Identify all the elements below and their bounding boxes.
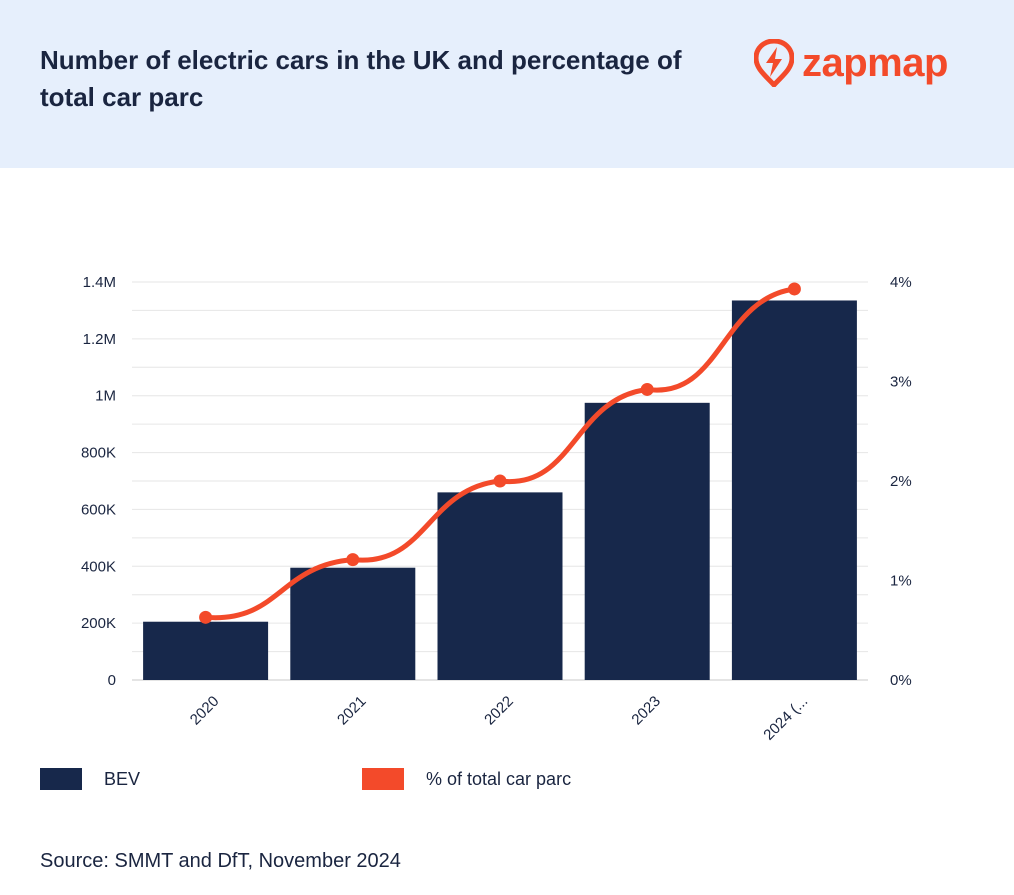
x-tick-label: 2023 [628, 693, 664, 729]
point-pct-2022 [493, 474, 507, 488]
logo-wordmark: zapmap [802, 41, 948, 85]
left-tick-label: 1M [95, 388, 116, 405]
right-tick-label: 3% [890, 374, 912, 391]
legend-swatch-bev [40, 768, 82, 790]
bar-bev-2024 [731, 300, 857, 680]
left-tick-label: 600K [81, 501, 116, 518]
chart-area: 0 200K 400K 600K 800K 1M 1.2M 1.4M 0% 1% 2% 3% 4% 2… [81, 274, 912, 744]
legend-label-pct: % of total car parc [426, 768, 572, 789]
left-axis-ticks: 0 200K 400K 600K 800K 1M 1.2M 1.4M [81, 274, 116, 689]
x-tick-label: 2021 [334, 693, 370, 729]
legend-swatch-pct [362, 768, 404, 790]
x-tick-label: 2022 [481, 693, 517, 729]
x-tick-label: 2020 [187, 693, 223, 729]
source-note: Source: SMMT and DfT, November 2024 [40, 850, 401, 872]
point-pct-2023 [640, 382, 654, 396]
zapmap-logo: zapmap [754, 38, 948, 88]
bar-bev-2020 [143, 621, 269, 680]
right-tick-label: 0% [890, 672, 912, 689]
left-tick-label: 400K [81, 558, 116, 575]
x-axis-ticks: 2020 2021 2022 2023 2024 (... [187, 693, 811, 744]
bar-bev-2023 [584, 402, 710, 680]
right-tick-label: 4% [890, 274, 912, 291]
line-series [199, 282, 801, 624]
zapmap-bolt-icon [754, 39, 794, 87]
x-tick-label: 2024 (... [760, 693, 811, 744]
left-tick-label: 1.4M [83, 274, 116, 291]
header-banner: Number of electric cars in the UK and pe… [0, 0, 1014, 168]
left-tick-label: 200K [81, 615, 116, 632]
right-axis-ticks: 0% 1% 2% 3% 4% [890, 274, 912, 689]
left-tick-label: 1.2M [83, 331, 116, 348]
legend-label-bev: BEV [104, 768, 141, 789]
legend-item-bev: BEV [40, 768, 140, 790]
legend-item-pct: % of total car parc [362, 768, 571, 790]
bar-bev-2022 [437, 492, 563, 680]
chart-title: Number of electric cars in the UK and pe… [40, 45, 682, 112]
left-tick-label: 0 [108, 672, 116, 689]
bar-series [143, 300, 857, 680]
point-pct-2021 [346, 553, 360, 567]
right-tick-label: 2% [890, 473, 912, 490]
right-tick-label: 1% [890, 573, 912, 590]
left-tick-label: 800K [81, 445, 116, 462]
point-pct-2024 [787, 282, 801, 296]
bar-bev-2021 [290, 567, 416, 680]
point-pct-2020 [199, 610, 213, 624]
